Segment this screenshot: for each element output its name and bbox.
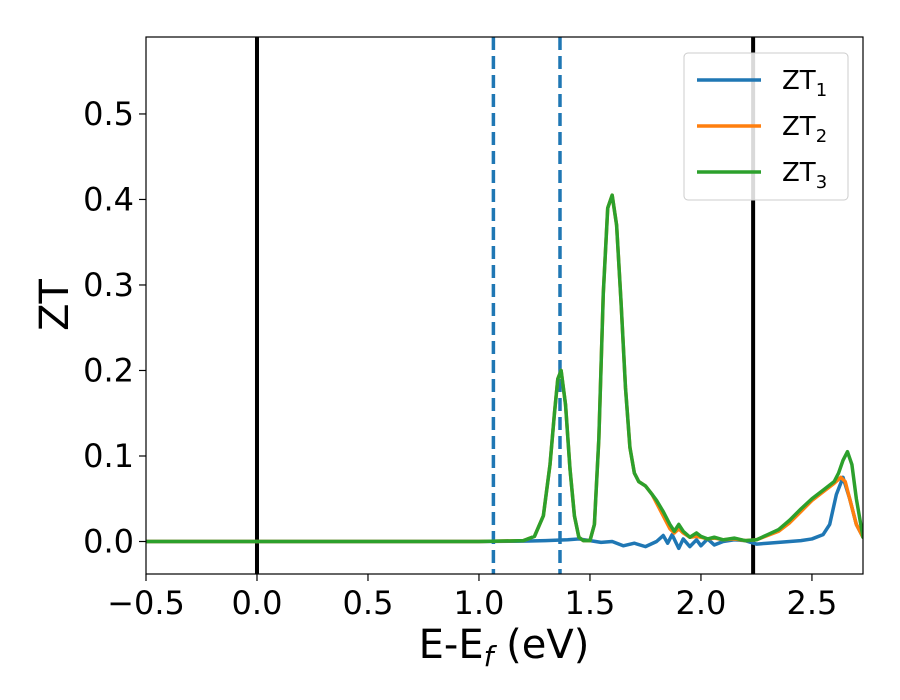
y-axis-label: ZT <box>32 279 78 331</box>
series-line-1 <box>146 475 863 551</box>
x-tick-label-1: 0.0 <box>232 584 283 622</box>
y-tick-label-1: 0.1 <box>83 437 134 475</box>
series-line-3 <box>146 193 863 544</box>
y-tick-label-3: 0.3 <box>83 266 134 304</box>
x-tick-label-2: 0.5 <box>343 584 394 622</box>
y-tick-label-0: 0.0 <box>83 523 134 561</box>
x-tick-label-5: 2.0 <box>676 584 727 622</box>
legend-label-3: ZT3 <box>782 158 827 193</box>
legend-label-2: ZT2 <box>782 112 827 147</box>
x-axis-label: E-Ef (eV) <box>419 622 590 673</box>
x-tick-label-4: 1.5 <box>565 584 616 622</box>
y-tick-label-2: 0.2 <box>83 351 134 389</box>
legend-label-1: ZT1 <box>782 66 827 101</box>
y-tick-label-4: 0.4 <box>83 180 134 218</box>
y-tick-label-5: 0.5 <box>83 95 134 133</box>
legend: ZT1 ZT2 ZT3 <box>683 52 849 201</box>
legend-frame <box>683 52 849 201</box>
plot-frame <box>145 36 864 575</box>
x-tick-label-0: −0.5 <box>107 584 185 622</box>
x-tick-label-3: 1.0 <box>454 584 505 622</box>
x-tick-label-6: 2.5 <box>786 584 837 622</box>
